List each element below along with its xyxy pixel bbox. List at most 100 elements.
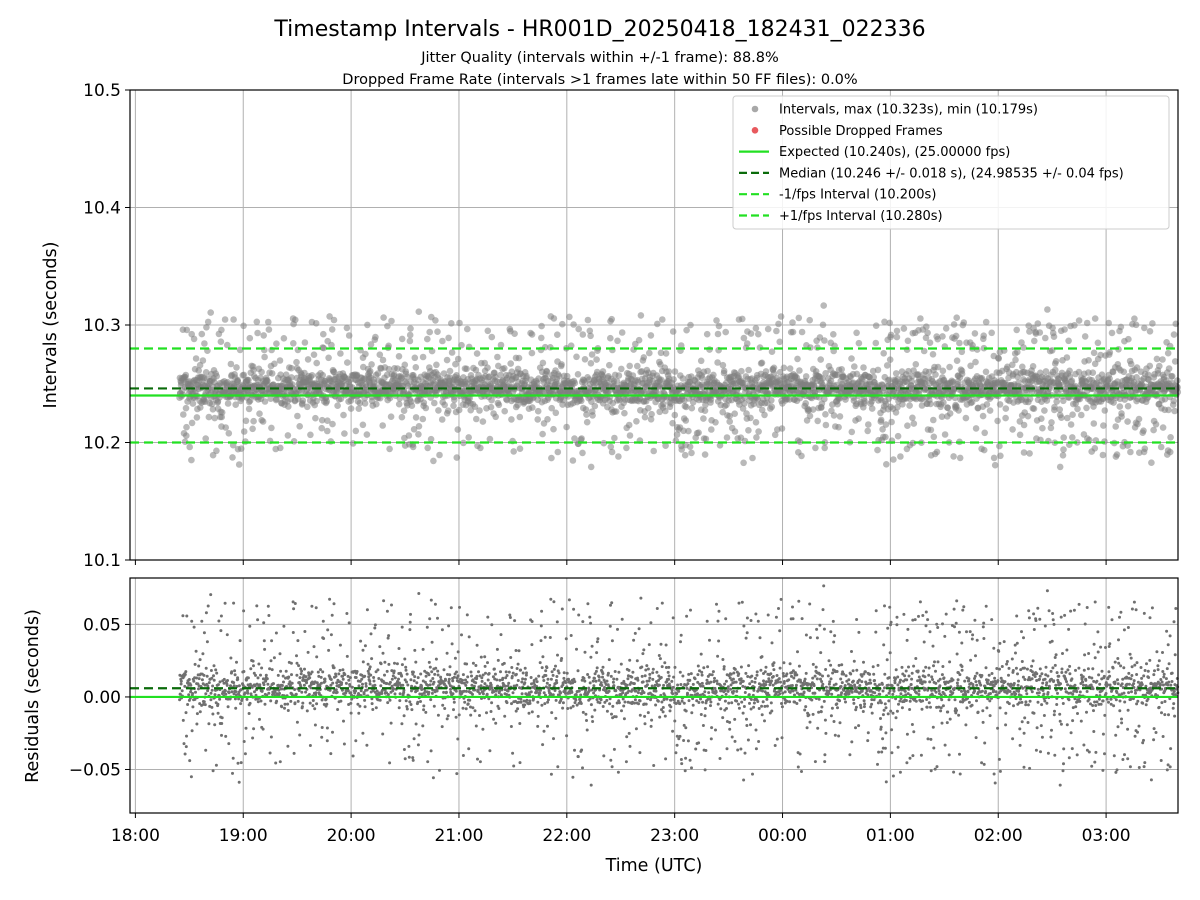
residual-point <box>510 666 514 669</box>
residual-point <box>262 639 266 643</box>
intervals-ytick-label: 10.5 <box>83 81 121 101</box>
residual-point <box>185 734 188 738</box>
residual-point <box>495 647 499 651</box>
interval-point <box>1050 333 1058 341</box>
interval-point <box>704 367 711 375</box>
interval-point <box>703 330 711 338</box>
interval-point <box>258 368 265 376</box>
interval-point <box>250 417 257 425</box>
interval-point <box>630 346 637 353</box>
interval-point <box>615 453 622 460</box>
residual-point <box>282 680 285 684</box>
residual-point <box>213 693 217 697</box>
residual-point <box>543 702 547 706</box>
interval-point <box>294 412 301 420</box>
residual-point <box>390 677 394 681</box>
residual-point <box>501 676 505 680</box>
residual-point <box>415 681 419 685</box>
interval-point <box>991 461 999 469</box>
residual-point <box>211 684 215 688</box>
interval-point <box>372 333 379 341</box>
residual-point <box>379 662 383 666</box>
residual-point <box>542 691 546 695</box>
interval-point <box>234 377 241 385</box>
residual-point <box>312 645 316 649</box>
residual-point <box>179 682 183 686</box>
residual-point <box>289 661 293 665</box>
residual-point <box>452 675 456 679</box>
interval-point <box>731 428 739 435</box>
residual-point <box>363 698 367 702</box>
residual-point <box>397 647 401 650</box>
residual-point <box>242 740 246 743</box>
interval-point <box>182 404 190 412</box>
residual-point <box>190 619 194 623</box>
residual-point <box>385 669 389 673</box>
residual-point <box>251 736 255 740</box>
interval-point <box>376 351 384 359</box>
residual-point <box>361 682 364 686</box>
residual-point <box>349 701 353 705</box>
interval-point <box>193 414 201 421</box>
residual-point <box>286 744 290 748</box>
residual-point <box>586 673 590 676</box>
interval-point <box>835 423 842 431</box>
residual-point <box>210 705 214 709</box>
interval-point <box>268 424 275 432</box>
residual-point <box>473 709 477 713</box>
residual-point <box>546 677 550 681</box>
interval-point <box>578 435 585 442</box>
residual-point <box>385 609 389 613</box>
residual-point <box>361 660 365 664</box>
residual-point <box>381 651 385 655</box>
residual-point <box>338 643 342 647</box>
residual-point <box>376 668 380 672</box>
interval-point <box>762 368 770 375</box>
residual-point <box>430 640 434 644</box>
interval-point <box>695 429 702 437</box>
residual-point <box>326 628 330 632</box>
interval-point <box>246 334 254 342</box>
residual-point <box>263 647 267 651</box>
residual-point <box>523 666 527 670</box>
interval-point <box>403 373 411 381</box>
interval-point <box>448 320 455 327</box>
residual-point <box>237 780 241 784</box>
residual-point <box>553 689 557 692</box>
chart-subtitle-dropped: Dropped Frame Rate (intervals >1 frames … <box>342 72 857 88</box>
residual-point <box>373 683 377 687</box>
residual-point <box>523 681 527 685</box>
interval-point <box>539 430 546 438</box>
interval-point <box>706 346 713 353</box>
interval-point <box>646 349 653 357</box>
interval-point <box>1063 354 1071 361</box>
interval-point <box>1141 445 1149 453</box>
residual-point <box>311 704 315 708</box>
interval-point <box>304 356 312 363</box>
residual-point <box>424 674 428 678</box>
residual-point <box>293 602 297 605</box>
residual-point <box>546 698 550 702</box>
residual-point <box>184 670 188 674</box>
interval-point <box>571 435 578 442</box>
residual-point <box>569 634 573 637</box>
interval-point <box>319 371 327 379</box>
interval-point <box>534 407 542 415</box>
residual-point <box>256 700 260 704</box>
interval-point <box>529 404 536 411</box>
residual-point <box>565 734 569 738</box>
residual-point <box>432 680 436 684</box>
residual-point <box>564 637 568 641</box>
residual-point <box>200 619 204 623</box>
residual-point <box>449 687 452 691</box>
residual-point <box>334 688 338 692</box>
residual-point <box>227 691 231 695</box>
residual-point <box>231 756 235 760</box>
interval-point <box>361 400 369 407</box>
interval-point <box>593 356 600 363</box>
residual-point <box>433 602 437 606</box>
interval-point <box>886 319 893 327</box>
residual-point <box>397 706 401 710</box>
residual-point <box>452 708 455 712</box>
residual-point <box>581 710 585 714</box>
